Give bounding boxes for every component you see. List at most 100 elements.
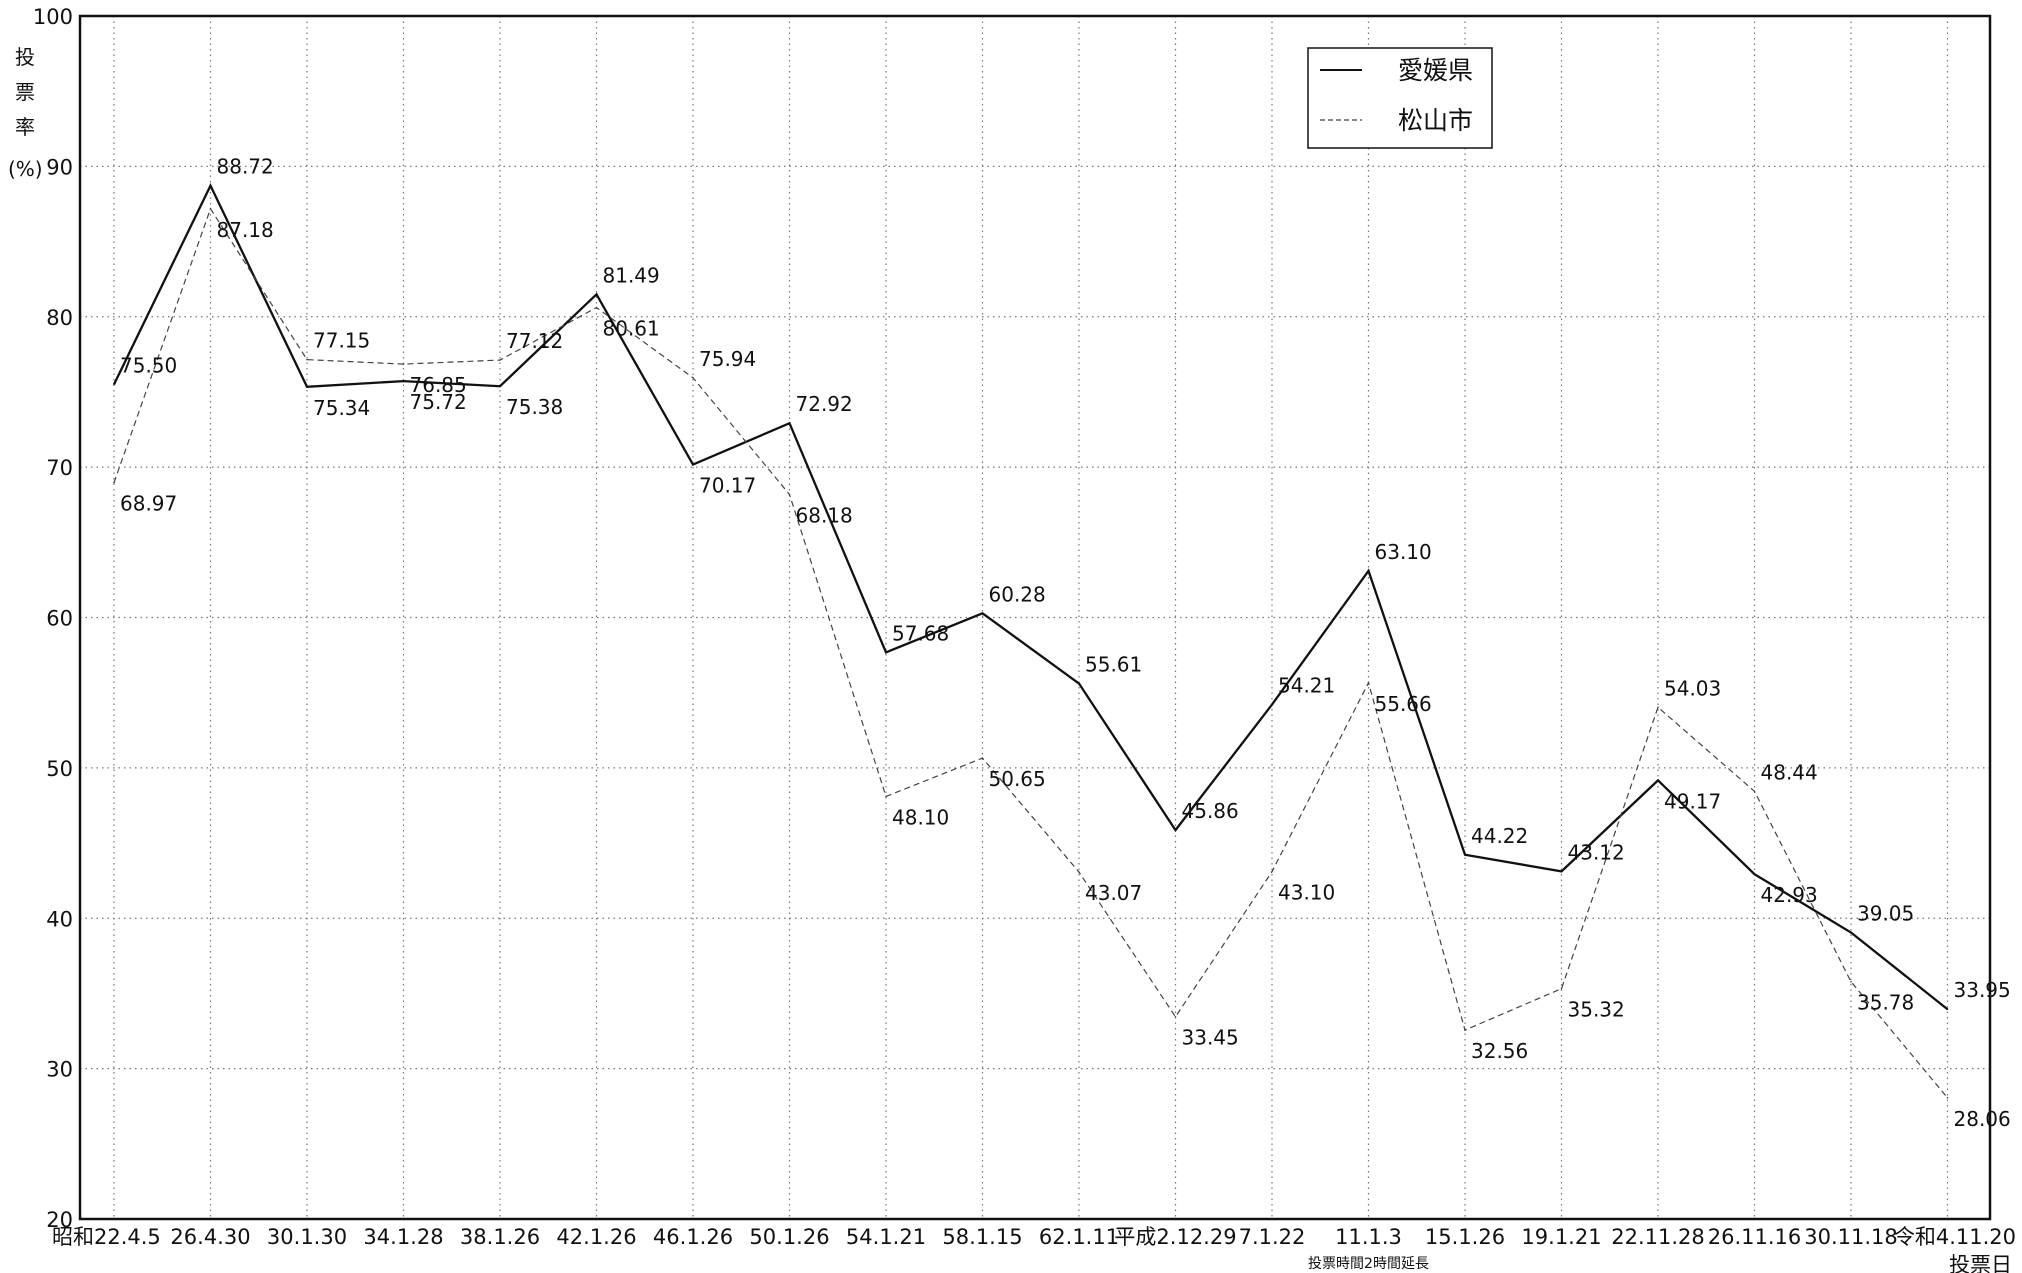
data-label-ehime: 55.61: [1085, 653, 1142, 677]
grid: [80, 16, 1990, 1219]
plot-area-frame: [78, 14, 1992, 1221]
data-point-matsuyama: [981, 757, 984, 759]
y-axis-ticks: 20 30 40 50 60 70 80 90 100: [33, 5, 73, 1232]
x-tick-label: 62.1.11: [1039, 1225, 1119, 1249]
data-label-ehime: 75.72: [410, 390, 467, 414]
data-point-ehime: [1657, 779, 1659, 782]
data-point-ehime: [1367, 570, 1370, 572]
data-point-matsuyama: [1560, 987, 1563, 990]
data-label-ehime: 45.86: [1182, 799, 1239, 823]
data-label-ehime: 81.49: [603, 263, 660, 287]
data-point-ehime: [113, 383, 115, 386]
data-label-matsuyama: 43.10: [1278, 881, 1335, 905]
x-axis-note: 投票時間2時間延長: [1308, 1256, 1429, 1272]
data-point-matsuyama: [595, 306, 598, 309]
data-label-ehime: 42.93: [1761, 883, 1818, 907]
data-point-matsuyama: [1078, 871, 1080, 873]
legend: 愛媛県 松山市: [1307, 47, 1493, 149]
series-line-ehime: [112, 182, 1949, 1011]
data-label-matsuyama: 76.85: [410, 373, 467, 397]
data-point-matsuyama: [402, 363, 405, 365]
y-tick-label: 90: [46, 155, 73, 179]
data-point-ehime: [1946, 1008, 1949, 1011]
data-point-matsuyama: [1850, 980, 1852, 983]
x-tick-label: 42.1.26: [556, 1225, 636, 1249]
data-label-matsuyama: 80.61: [603, 317, 660, 341]
x-tick-label: 令和4.11.20: [1894, 1225, 2016, 1249]
y-tick-label: 60: [46, 607, 73, 631]
x-tick-label: 30.11.18: [1804, 1225, 1898, 1249]
data-point-matsuyama: [788, 493, 791, 496]
data-label-ehime: 63.10: [1375, 540, 1432, 564]
series-line-matsuyama: [113, 207, 1948, 1099]
data-point-ehime: [499, 385, 501, 388]
data-point-ehime: [885, 651, 887, 654]
x-tick-label: 7.1.22: [1239, 1225, 1306, 1249]
data-label-matsuyama: 77.15: [313, 329, 370, 353]
data-point-ehime: [1850, 931, 1852, 934]
data-point-matsuyama: [209, 207, 212, 210]
y-tick-label: 40: [46, 907, 73, 931]
data-label-matsuyama: 48.10: [892, 805, 949, 829]
data-label-matsuyama: 77.12: [506, 329, 563, 353]
data-label-ehime: 49.17: [1664, 789, 1721, 813]
data-label-ehime: 33.95: [1954, 978, 2011, 1002]
data-label-matsuyama: 75.94: [699, 347, 756, 371]
data-point-ehime: [209, 184, 212, 187]
data-point-ehime: [1560, 870, 1563, 873]
data-point-matsuyama: [1946, 1096, 1949, 1099]
data-point-matsuyama: [113, 481, 115, 484]
x-tick-label: 19.1.21: [1521, 1225, 1601, 1249]
x-tick-label: 22.11.28: [1611, 1225, 1705, 1249]
legend-box: [1307, 47, 1493, 149]
data-point-ehime: [595, 293, 598, 296]
y-tick-label: 30: [46, 1058, 73, 1082]
x-tick-label: 30.1.30: [267, 1225, 347, 1249]
y-axis-label-char-3: 率: [15, 115, 35, 139]
data-point-matsuyama: [1464, 1029, 1466, 1031]
data-label-ehime: 75.34: [313, 396, 370, 420]
data-label-matsuyama: 43.07: [1085, 881, 1142, 905]
data-label-matsuyama: 68.18: [796, 503, 853, 527]
x-tick-label: 15.1.26: [1425, 1225, 1505, 1249]
y-tick-label: 100: [33, 5, 73, 29]
data-label-matsuyama: 50.65: [989, 767, 1046, 791]
data-point-ehime: [306, 386, 308, 388]
x-tick-label: 11.1.3: [1335, 1225, 1402, 1249]
x-tick-label: 26.11.16: [1708, 1225, 1802, 1249]
data-label-matsuyama: 55.66: [1375, 692, 1432, 716]
data-point-ehime: [1174, 829, 1177, 831]
y-tick-label: 70: [46, 456, 73, 480]
data-label-matsuyama: 48.44: [1761, 760, 1818, 784]
data-point-ehime: [788, 422, 791, 425]
y-axis-label-char-1: 投: [15, 45, 35, 69]
data-label-ehime: 60.28: [989, 582, 1046, 606]
y-axis-label-char-2: 票: [15, 80, 35, 104]
data-point-ehime: [1753, 873, 1756, 875]
y-tick-label: 20: [46, 1208, 73, 1232]
data-label-matsuyama: 35.78: [1857, 991, 1914, 1015]
data-label-matsuyama: 87.18: [217, 218, 274, 242]
y-tick-label: 50: [46, 757, 73, 781]
data-label-matsuyama: 33.45: [1182, 1026, 1239, 1050]
x-tick-label: 26.4.30: [170, 1225, 250, 1249]
data-point-ehime: [402, 380, 405, 382]
data-point-matsuyama: [885, 795, 887, 798]
data-label-ehime: 75.50: [120, 353, 177, 377]
data-point-matsuyama: [1657, 706, 1659, 709]
data-label-ehime: 44.22: [1471, 824, 1528, 848]
data-point-matsuyama: [1174, 1015, 1177, 1018]
x-tick-label: 54.1.21: [846, 1225, 926, 1249]
data-label-matsuyama: 32.56: [1471, 1039, 1528, 1063]
legend-label-ehime: 愛媛県: [1398, 56, 1473, 85]
data-point-ehime: [692, 463, 694, 466]
x-tick-label: 平成2.12.29: [1114, 1225, 1236, 1249]
x-axis-ticks: 昭和22.4.5 26.4.30 30.1.30 34.1.28 38.1.26 42.1…: [52, 1225, 2016, 1249]
x-tick-label: 38.1.26: [460, 1225, 540, 1249]
data-label-ehime: 39.05: [1857, 902, 1914, 926]
series-lines: [112, 182, 1949, 1099]
data-point-matsuyama: [499, 359, 501, 361]
data-label-ehime: 88.72: [217, 155, 274, 179]
data-point-matsuyama: [692, 377, 694, 379]
